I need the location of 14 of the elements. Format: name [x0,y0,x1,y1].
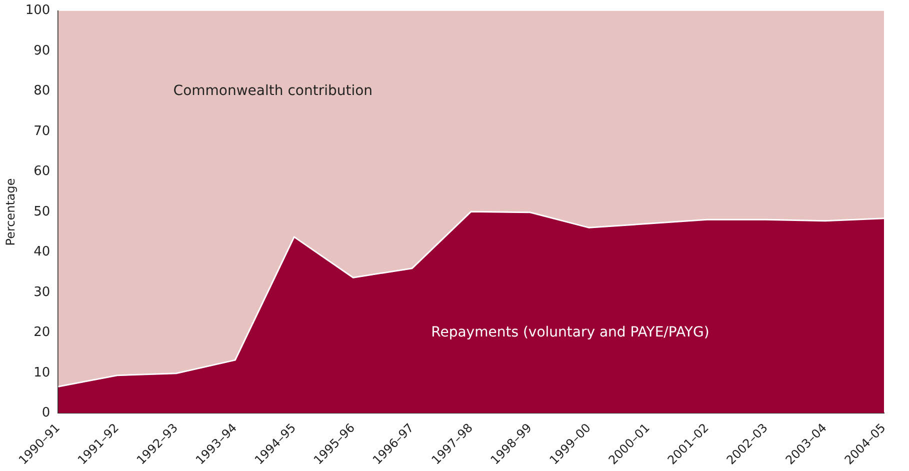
y-tick-label: 90 [34,43,50,58]
y-tick-label: 50 [34,204,50,220]
y-tick-label: 20 [34,325,50,340]
y-tick-label: 0 [42,406,50,421]
y-tick-label: 10 [34,365,50,380]
series-label: Commonwealth contribution [173,82,373,99]
y-tick-label: 70 [34,124,50,139]
y-tick-label: 80 [34,84,50,99]
y-tick-label: 40 [34,244,50,260]
y-tick-label: 100 [25,3,50,18]
series-label: Repayments (voluntary and PAYE/PAYG) [431,324,710,340]
y-tick-label: 30 [34,284,50,300]
y-axis-title: Percentage [3,178,18,246]
y-tick-label: 60 [34,164,50,180]
